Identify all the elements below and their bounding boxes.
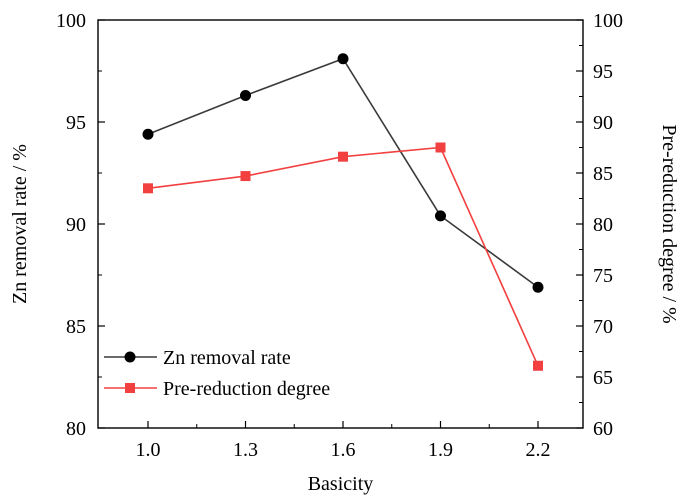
y-right-tick-label: 60 bbox=[593, 418, 613, 440]
x-tick-label: 1.6 bbox=[331, 439, 356, 461]
y-left-tick-label: 90 bbox=[66, 214, 86, 236]
x-tick-label: 1.3 bbox=[233, 439, 258, 461]
data-point-square bbox=[338, 151, 348, 162]
y-right-tick-label: 95 bbox=[593, 61, 613, 83]
y-left-axis-title: Zn removal rate / % bbox=[9, 144, 31, 304]
data-point-circle bbox=[435, 210, 446, 222]
x-tick-label: 1.9 bbox=[428, 439, 453, 461]
y-right-tick-label: 100 bbox=[593, 10, 623, 32]
y-right-tick-label: 85 bbox=[593, 163, 613, 185]
y-left-tick-label: 80 bbox=[66, 418, 86, 440]
data-point-square bbox=[435, 142, 446, 153]
y-left-tick-label: 85 bbox=[66, 316, 86, 338]
series-layer bbox=[142, 53, 544, 371]
data-point-circle bbox=[240, 89, 251, 101]
series-line-pre-reduction-degree bbox=[147, 146, 539, 367]
data-point-circle bbox=[337, 53, 349, 65]
series-line-zn-removal-rate bbox=[147, 57, 539, 288]
y-left-tick-label: 95 bbox=[66, 112, 86, 134]
legend-marker-square bbox=[125, 383, 135, 393]
data-point-square bbox=[143, 183, 153, 194]
data-point-square bbox=[533, 360, 543, 371]
data-point-circle bbox=[142, 128, 154, 140]
data-point-circle bbox=[532, 281, 544, 293]
x-tick-label: 1.0 bbox=[136, 439, 161, 461]
y-right-tick-label: 70 bbox=[593, 316, 613, 338]
y-right-tick-label: 75 bbox=[593, 265, 613, 287]
y-right-axis-title: Pre-reduction degree / % bbox=[658, 124, 677, 323]
legend-label: Zn removal rate bbox=[163, 347, 291, 369]
x-axis-title: Basicity bbox=[308, 473, 374, 495]
y-left-tick-label: 100 bbox=[56, 10, 86, 32]
y-right-tick-label: 80 bbox=[593, 214, 613, 236]
legend-label: Pre-reduction degree bbox=[163, 378, 330, 400]
legend: Zn removal rate Pre-reduction degree bbox=[104, 347, 330, 400]
y-right-tick-label: 90 bbox=[593, 112, 613, 134]
x-tick-label: 2.2 bbox=[526, 439, 551, 461]
legend-marker-circle bbox=[124, 351, 136, 363]
axes-layer: 1.0 1.3 1.6 1.9 2.2 80 85 90 95 100 60 65 70 75 80 85 90… bbox=[56, 10, 623, 461]
y-right-tick-label: 65 bbox=[593, 367, 613, 389]
data-point-square bbox=[240, 171, 251, 182]
